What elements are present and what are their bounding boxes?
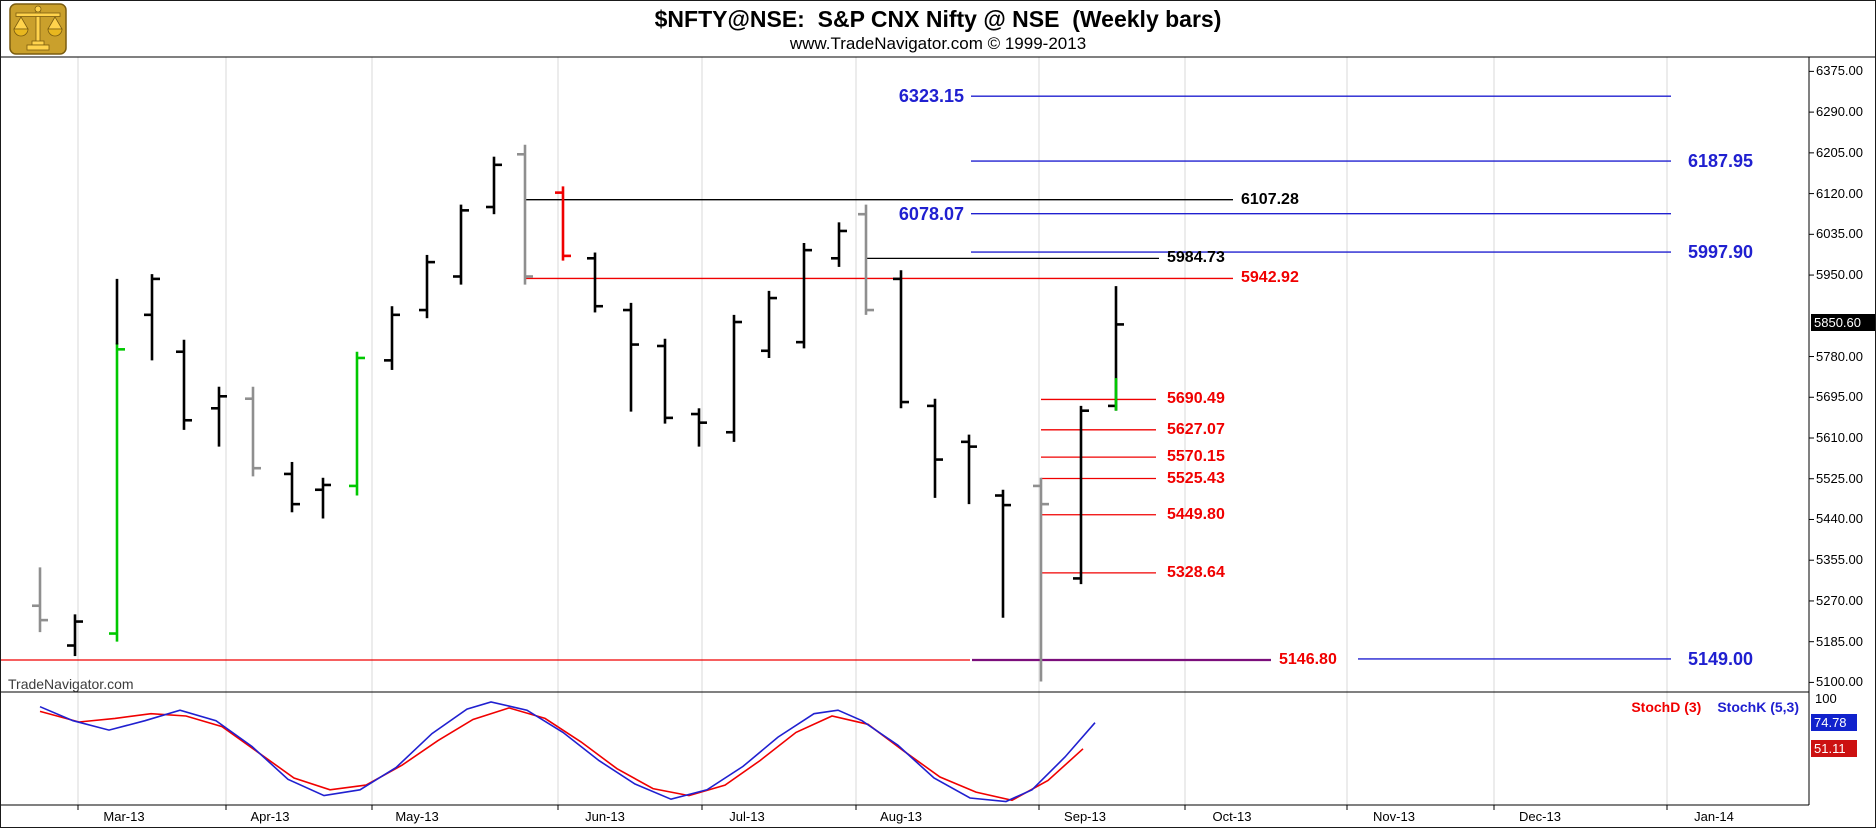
tradenavigator-logo xyxy=(9,3,71,55)
chart-subtitle: www.TradeNavigator.com © 1999-2013 xyxy=(789,34,1087,53)
watermark-text: TradeNavigator.com xyxy=(8,676,134,692)
stochd-legend-label: StochD (3) xyxy=(1631,699,1702,715)
stochk-legend-label: StochK (5,3) xyxy=(1717,699,1799,715)
stochastic-legend: StochD (3) StochK (5,3) xyxy=(1631,699,1799,715)
stochastic-line-StochD xyxy=(39,707,1084,802)
chart-title: $NFTY@NSE: S&P CNX Nifty @ NSE (Weekly b… xyxy=(654,6,1222,32)
stochastic-line-StochK xyxy=(39,701,1096,803)
stochastic-scale-top-label: 100 xyxy=(1815,691,1837,706)
gold-scales-icon xyxy=(9,3,67,55)
